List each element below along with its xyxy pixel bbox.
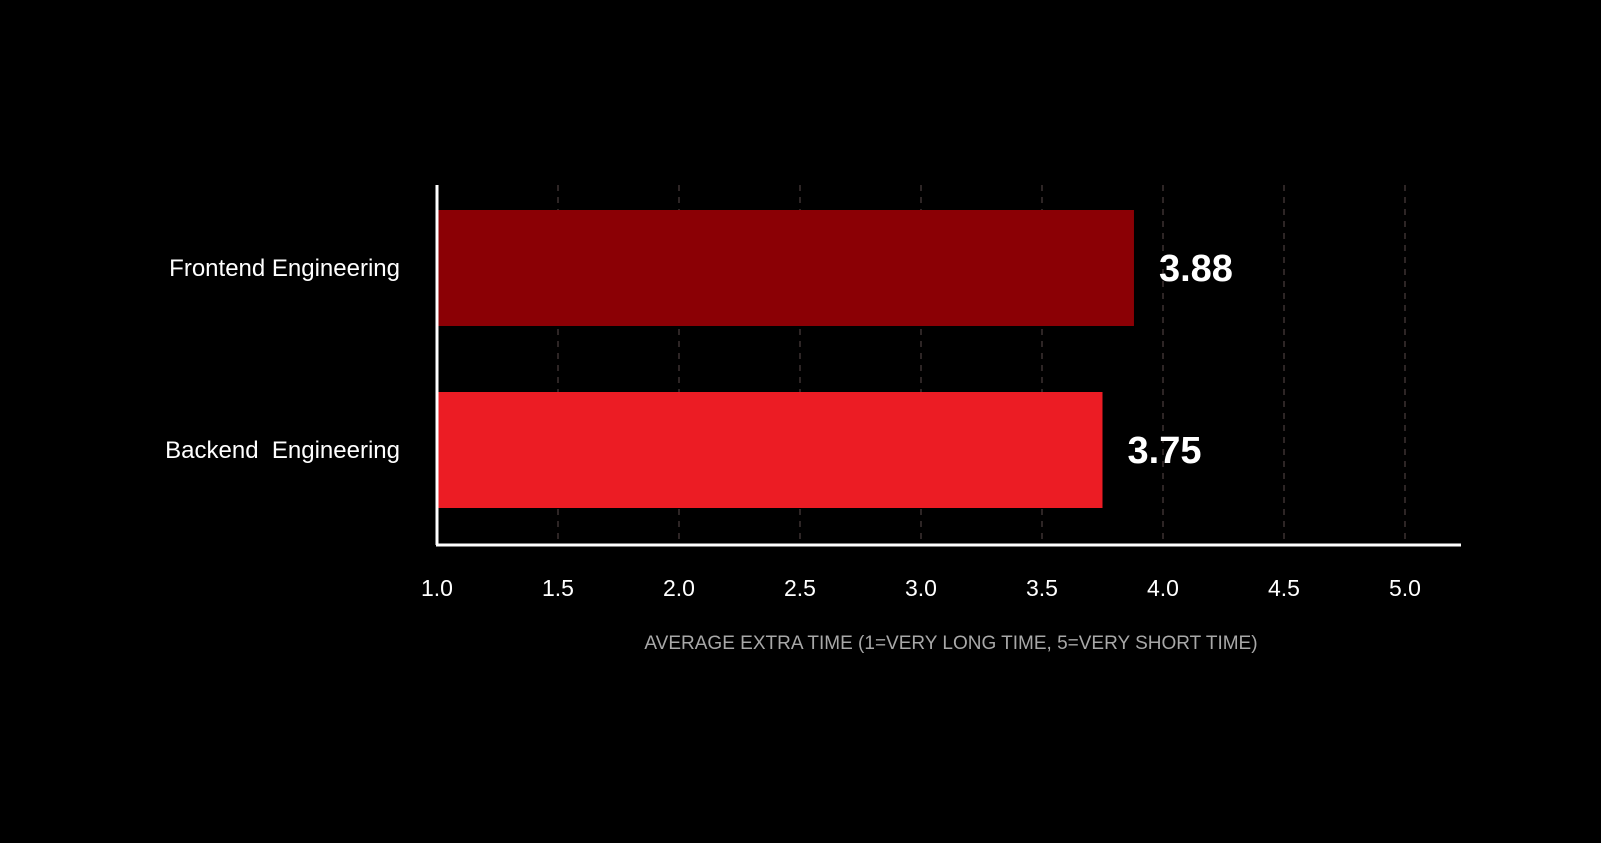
axes — [435, 185, 1461, 547]
x-tick-label: 4.0 — [1147, 575, 1179, 601]
x-tick-label: 1.5 — [542, 575, 574, 601]
x-axis-title: AVERAGE EXTRA TIME (1=VERY LONG TIME, 5=… — [644, 633, 1257, 654]
x-tick-label: 5.0 — [1389, 575, 1421, 601]
x-tick-label: 3.0 — [905, 575, 937, 601]
labels: Frontend Engineering Backend Engineering 3… — [165, 248, 1421, 601]
x-tick-label: 2.5 — [784, 575, 816, 601]
x-tick-label: 2.0 — [663, 575, 695, 601]
value-label: 3.88 — [1159, 248, 1233, 290]
category-label: Backend Engineering — [165, 437, 400, 464]
bar — [437, 210, 1134, 326]
x-tick-label: 3.5 — [1026, 575, 1058, 601]
bar — [437, 392, 1103, 508]
x-tick-label: 4.5 — [1268, 575, 1300, 601]
value-label: 3.75 — [1128, 430, 1202, 472]
category-label: Frontend Engineering — [169, 255, 400, 282]
bars — [437, 210, 1134, 508]
x-tick-label: 1.0 — [421, 575, 453, 601]
